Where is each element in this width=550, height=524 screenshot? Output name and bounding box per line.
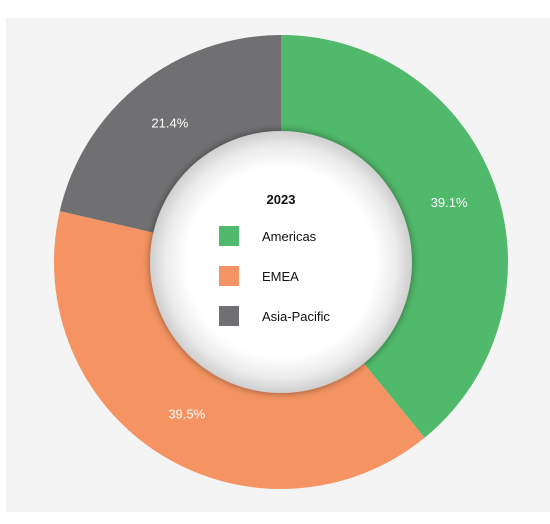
legend-label-emea: EMEA	[262, 269, 299, 284]
slice-label-americas: 39.1%	[431, 195, 468, 210]
slice-asia-pacific	[59, 35, 282, 233]
legend-title: 2023	[267, 192, 296, 207]
legend-swatch-americas	[219, 226, 239, 246]
slice-americas	[281, 35, 508, 438]
slice-label-asia-pacific: 21.4%	[151, 115, 188, 130]
slices-group	[53, 35, 508, 490]
legend: 2023 Americas EMEA Asia-Pacific	[219, 192, 330, 326]
legend-label-asia-pacific: Asia-Pacific	[262, 309, 330, 324]
legend-swatch-asia-pacific	[219, 306, 239, 326]
slice-labels-group: 39.1% 39.5% 21.4%	[151, 115, 468, 421]
slice-emea	[53, 211, 425, 490]
slice-label-emea: 39.5%	[168, 407, 205, 422]
donut-hole	[150, 131, 412, 393]
legend-swatch-emea	[219, 266, 239, 286]
legend-label-americas: Americas	[262, 229, 317, 244]
